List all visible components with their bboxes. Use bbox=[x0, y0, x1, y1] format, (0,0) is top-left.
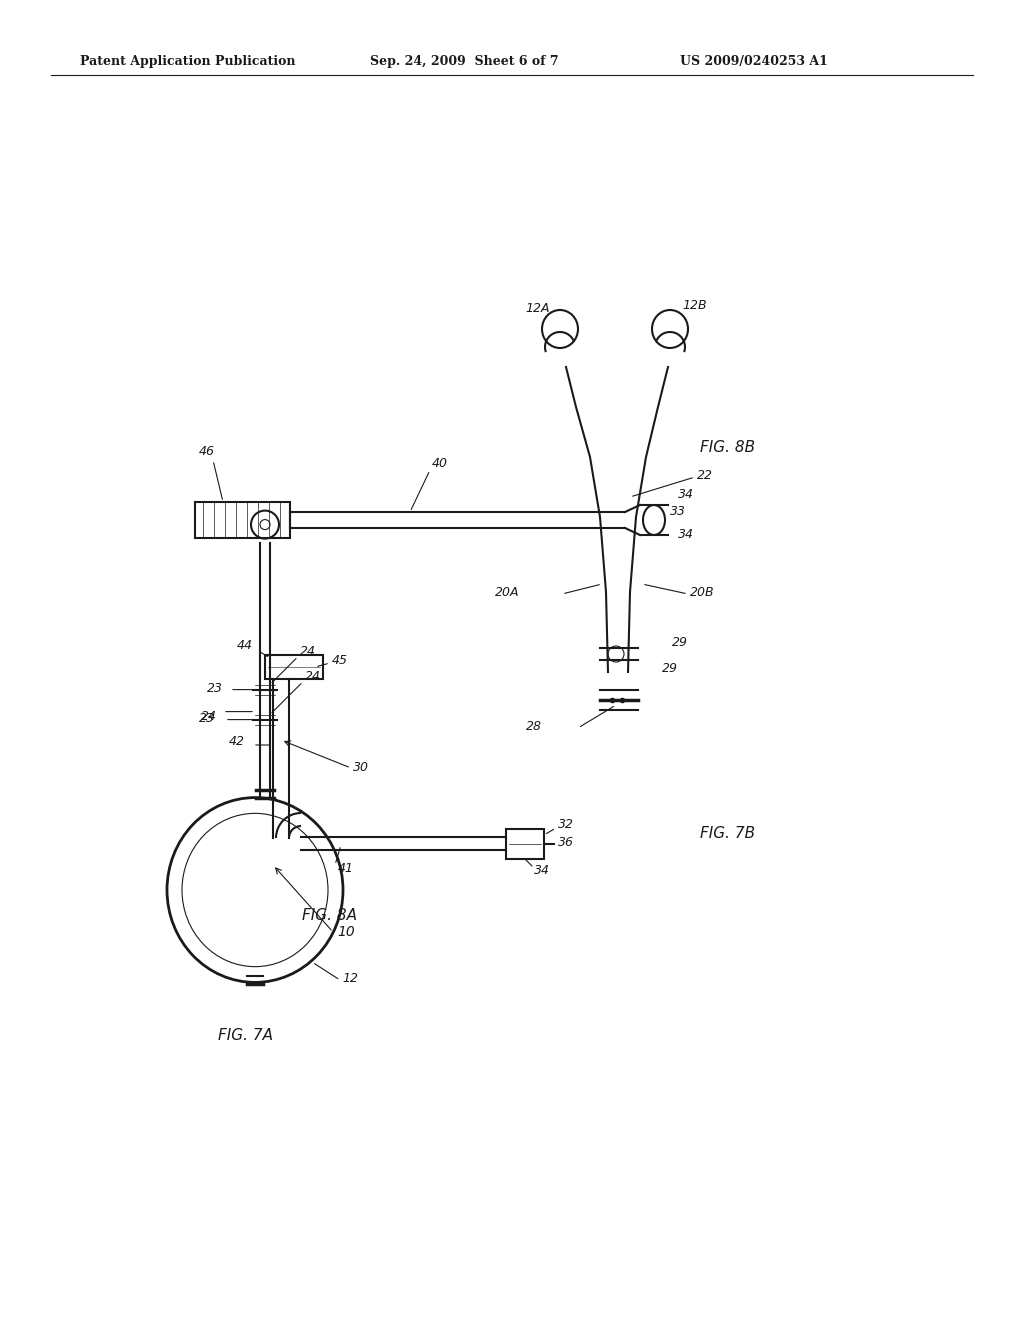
Text: Patent Application Publication: Patent Application Publication bbox=[80, 55, 296, 69]
Text: 32: 32 bbox=[558, 818, 574, 832]
Text: 40: 40 bbox=[432, 457, 449, 470]
Text: 20B: 20B bbox=[690, 586, 715, 599]
Bar bbox=[506, 829, 544, 859]
Bar bbox=[265, 655, 323, 678]
Text: 46: 46 bbox=[199, 445, 215, 458]
Text: 33: 33 bbox=[670, 506, 686, 517]
Text: 12A: 12A bbox=[525, 302, 550, 315]
Text: 44: 44 bbox=[237, 639, 253, 652]
Text: 12B: 12B bbox=[682, 300, 707, 312]
Text: FIG. 8A: FIG. 8A bbox=[302, 908, 357, 923]
Text: 29: 29 bbox=[672, 636, 688, 649]
Text: 30: 30 bbox=[353, 762, 369, 774]
Text: 23: 23 bbox=[207, 681, 223, 694]
Text: 24: 24 bbox=[305, 669, 321, 682]
Text: US 2009/0240253 A1: US 2009/0240253 A1 bbox=[680, 55, 827, 69]
Text: 29: 29 bbox=[662, 663, 678, 675]
Text: 24: 24 bbox=[300, 644, 316, 657]
Text: 34: 34 bbox=[534, 865, 550, 876]
Text: Sep. 24, 2009  Sheet 6 of 7: Sep. 24, 2009 Sheet 6 of 7 bbox=[370, 55, 559, 69]
Text: FIG. 7A: FIG. 7A bbox=[217, 1028, 272, 1043]
Text: 20A: 20A bbox=[495, 586, 519, 599]
Text: 41: 41 bbox=[338, 862, 354, 875]
Text: 34: 34 bbox=[678, 488, 694, 502]
Bar bbox=[195, 502, 290, 539]
Text: 36: 36 bbox=[558, 836, 574, 849]
Text: 34: 34 bbox=[678, 528, 694, 541]
Text: FIG. 7B: FIG. 7B bbox=[700, 826, 755, 841]
Text: 45: 45 bbox=[332, 653, 348, 667]
Text: 42: 42 bbox=[229, 735, 245, 748]
Text: 23: 23 bbox=[199, 711, 215, 725]
Text: FIG. 8B: FIG. 8B bbox=[700, 440, 755, 455]
Text: 28: 28 bbox=[526, 719, 542, 733]
Text: 12: 12 bbox=[342, 972, 358, 985]
Text: 24: 24 bbox=[201, 710, 217, 722]
Text: 10: 10 bbox=[337, 925, 354, 939]
Text: 22: 22 bbox=[697, 469, 713, 482]
